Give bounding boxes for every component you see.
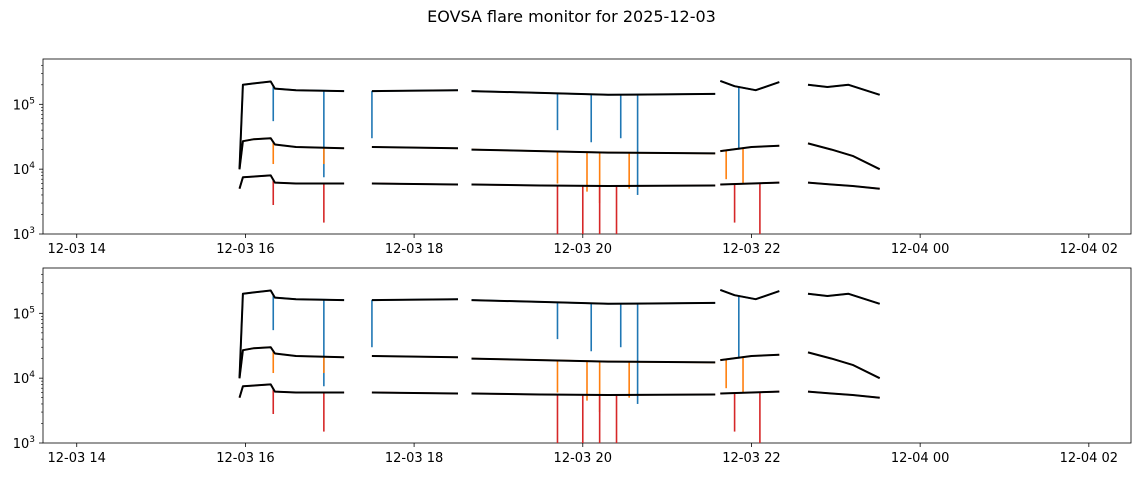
ytick-label: 103 [13,226,35,243]
series-1-line [238,80,345,170]
xtick-label: 12-03 18 [385,451,443,466]
xtick-label: 12-03 16 [216,242,274,257]
fit-2-line [720,353,780,362]
fit-3-line [471,392,716,396]
fit-3-line [371,391,459,395]
series-2-line [238,346,345,379]
fit-3-line [807,181,880,190]
fit-1-line [807,292,881,305]
fit-3-line [807,390,880,399]
xtick-label: 12-03 14 [48,242,106,257]
series-1-line [238,289,345,379]
panel-top: 103 104 105 12-03 14 12-03 16 12-03 18 12-03 2… [13,58,1132,257]
fit-1-line [719,79,780,92]
figure-title: EOVSA flare monitor for 2025-12-03 [427,7,716,26]
ytick-label: 104 [13,370,36,387]
fit-2-line [807,142,881,171]
fit-2-line [471,357,716,364]
xtick-label: 12-03 20 [554,451,612,466]
fit-3-line [720,181,780,186]
panel-bottom: 103 104 105 12-03 14 12-03 16 12-03 18 12-03 2… [13,267,1132,466]
fit-1-line [238,80,345,170]
fit-2-line [238,137,345,170]
ytick-label: 104 [13,161,36,178]
xtick-label: 12-04 00 [891,451,949,466]
xtick-label: 12-04 02 [1060,451,1118,466]
ytick-label: 105 [13,305,35,322]
axes-frame [42,58,1132,235]
fit-2-line [807,351,881,380]
xtick-label: 12-04 00 [891,242,949,257]
fit-2-line [238,346,345,379]
fit-3-line [471,183,716,187]
xtick-label: 12-04 02 [1060,242,1118,257]
xtick-label: 12-03 14 [48,451,106,466]
fit-2-line [371,355,459,359]
fit-1-line [238,289,345,379]
xtick-label: 12-03 20 [554,242,612,257]
series-2-line [807,142,881,170]
fit-2-line [720,144,780,153]
fit-2-line [471,148,716,155]
fit-1-line [471,299,716,305]
fit-1-line [371,89,459,93]
fit-1-line [471,90,716,96]
fit-3-line [238,174,345,189]
ytick-label: 105 [13,96,35,113]
series-2-line [238,137,345,170]
fit-1-line [807,83,881,96]
fit-1-line [371,298,459,302]
xtick-label: 12-03 16 [216,451,274,466]
xtick-label: 12-03 18 [385,242,443,257]
fit-1-line [719,288,780,301]
ytick-label: 103 [13,435,35,452]
fit-3-line [720,390,780,395]
series-2-line [807,351,881,379]
plot-area [238,79,881,234]
xtick-label: 12-03 22 [722,242,780,257]
xtick-label: 12-03 22 [722,451,780,466]
fit-3-line [371,182,459,186]
fit-3-line [238,383,345,398]
fit-2-line [371,146,459,150]
plot-area [238,288,881,443]
axes-frame [42,267,1132,444]
